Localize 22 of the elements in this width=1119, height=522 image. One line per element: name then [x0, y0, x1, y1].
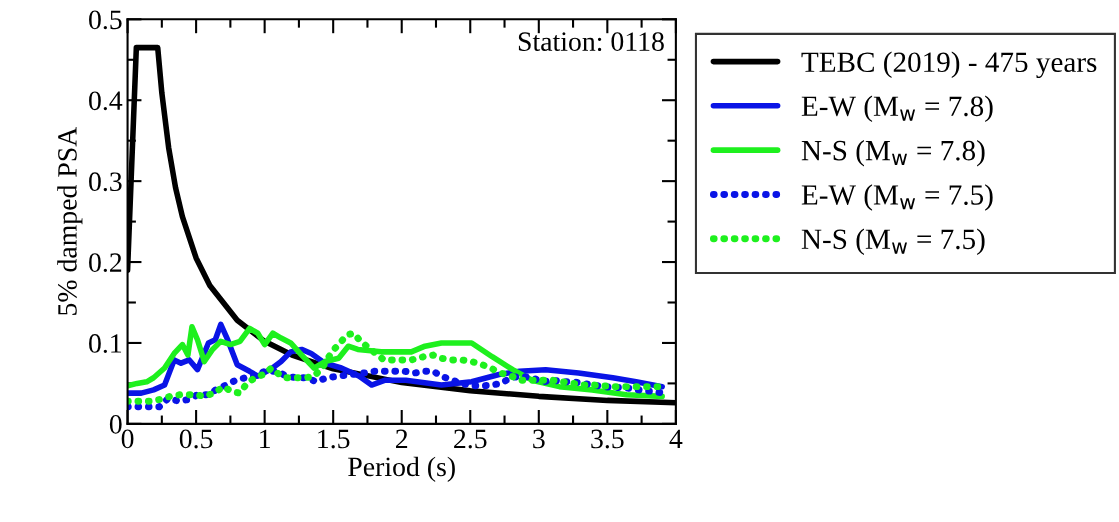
x-tick-label: 3.5 [591, 429, 624, 449]
legend-label: N-S (M$_{w}$ = 7.5) [801, 228, 985, 256]
legend-label: N-S (M$_{w}$ = 7.8) [801, 139, 985, 167]
x-tick-label: 3 [533, 429, 545, 449]
y-tick-label: 0 [109, 415, 122, 434]
legend-label: E-W (M$_{w}$ = 7.8) [801, 95, 993, 123]
y-tick-label: 0.3 [89, 172, 122, 192]
y-tick-label: 0.5 [89, 10, 122, 30]
x-tick-label: 2 [396, 429, 408, 448]
y-tick-label: 0.4 [89, 91, 123, 111]
annotation: Station: 0118 [518, 32, 664, 52]
y-tick-label: 0.1 [89, 334, 122, 353]
legend-label: TEBC (2019) - 475 years [801, 51, 1097, 79]
x-axis-title: Period (s) [348, 456, 455, 482]
x-tick-label: 0.5 [179, 429, 213, 449]
y-axis-title: 5% damped PSA [57, 126, 83, 315]
x-tick-label: 1 [260, 429, 270, 448]
x-tick-label: 2.5 [454, 429, 487, 449]
y-tick-label: 0.2 [89, 253, 122, 273]
x-tick-label: 4 [669, 429, 683, 448]
legend-label: E-W (M$_{w}$ = 7.5) [801, 184, 993, 211]
x-tick-label: 1.5 [318, 429, 350, 449]
